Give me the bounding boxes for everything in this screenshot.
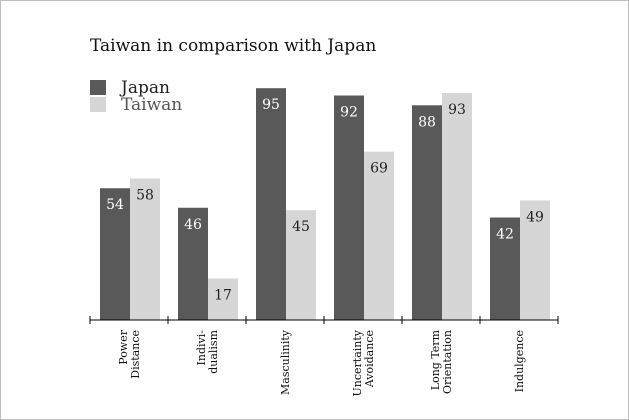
bar-japan-masculinity [256,88,286,320]
data-label-taiwan-uncertainty-avoidance: 69 [370,161,388,177]
legend-swatch-japan [90,80,106,95]
legend-label-taiwan: Taiwan [121,95,182,115]
data-label-taiwan-power-distance: 58 [136,187,154,203]
data-label-japan-masculinity: 95 [262,97,280,113]
x-axis: PowerDistance Indivi-dualism Masculinity Un… [89,316,559,397]
data-label-taiwan-indivi-dualism: 17 [214,288,232,304]
tick-label-power-distance: PowerDistance [117,329,142,378]
legend-label-japan: Japan [119,78,170,98]
legend-swatch-taiwan [90,97,106,112]
data-label-taiwan-masculinity: 45 [292,219,310,235]
bar-japan-power-distance [100,188,130,320]
data-label-japan-power-distance: 54 [106,197,124,213]
bar-taiwan-masculinity [286,210,316,320]
bar-taiwan-long-term-orientation [442,93,472,320]
data-label-taiwan-long-term-orientation: 93 [448,102,466,118]
bar-japan-long-term-orientation [412,105,442,320]
chart-title: Taiwan in comparison with Japan [90,36,376,56]
bars: 54 58 46 17 95 45 92 69 88 93 42 49 [100,88,550,321]
data-label-japan-indivi-dualism: 46 [184,217,202,233]
tick-label-long-term-orientation: Long TermOrientation [429,329,454,394]
tick-label-uncertainty-avoidance: UncertaintyAvoidance [351,329,376,396]
tick-label-indulgence: Indulgence [513,330,526,392]
data-label-japan-indulgence: 42 [496,227,514,243]
bar-taiwan-power-distance [130,178,160,320]
tick-label-indivi-dualism: Indivi-dualism [195,329,220,373]
data-label-taiwan-indulgence: 49 [526,209,544,225]
bar-japan-indivi-dualism [178,207,208,320]
bar-taiwan-uncertainty-avoidance [364,151,394,320]
tick-label-masculinity: Masculinity [279,329,292,395]
data-label-japan-long-term-orientation: 88 [418,114,436,130]
bar-taiwan-indivi-dualism [208,278,238,320]
bar-japan-indulgence [490,217,520,320]
bar-japan-uncertainty-avoidance [334,95,364,321]
bar-taiwan-indulgence [520,200,550,320]
data-label-japan-uncertainty-avoidance: 92 [340,105,358,121]
